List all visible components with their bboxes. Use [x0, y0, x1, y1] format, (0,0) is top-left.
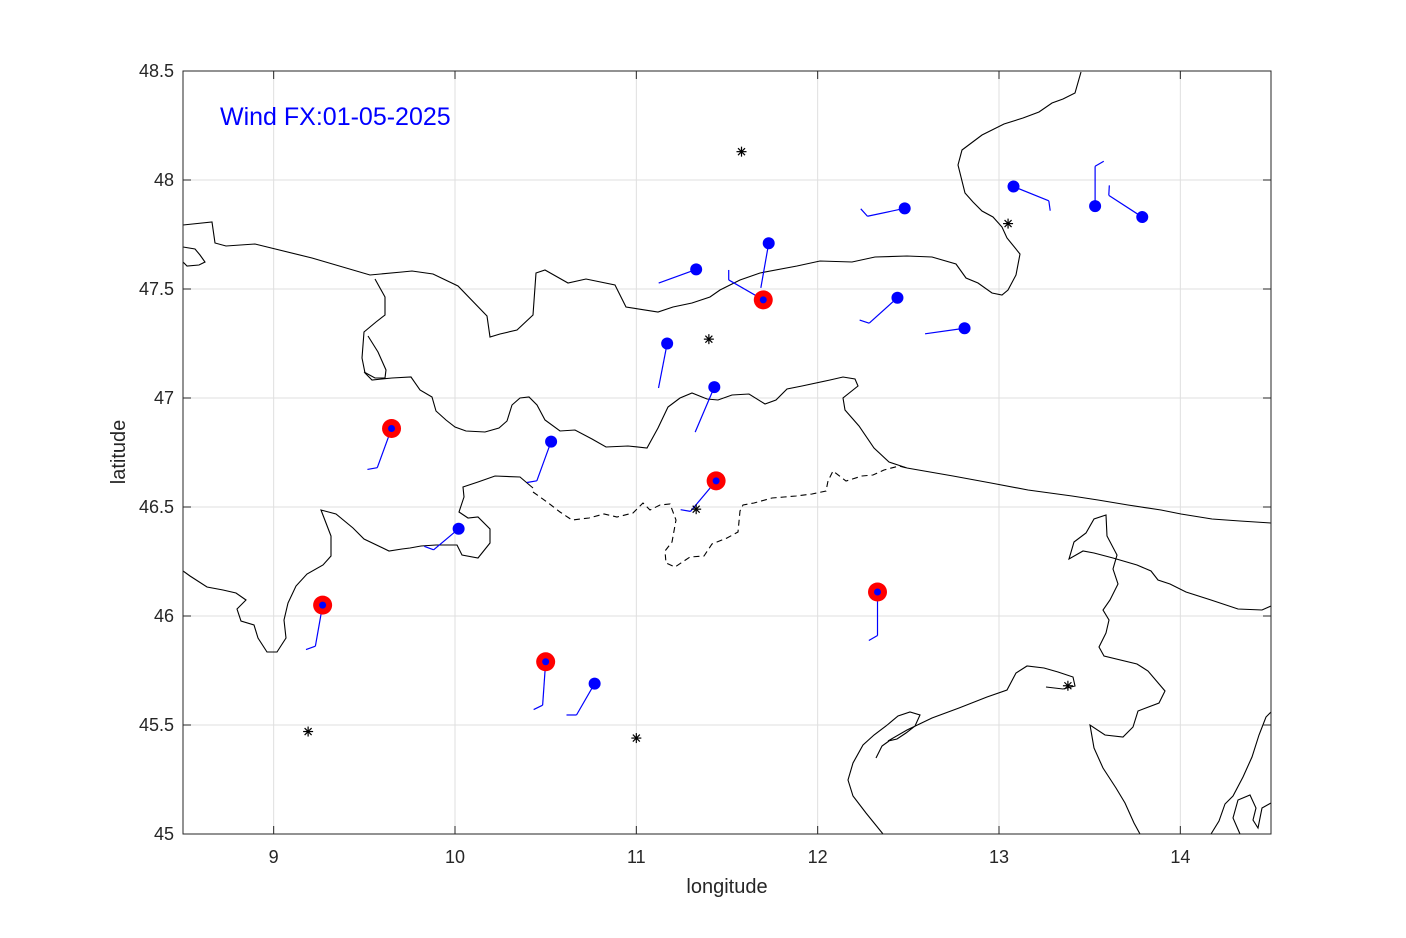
asterisk-marker — [736, 146, 747, 157]
wind-barb-staff — [1108, 194, 1143, 218]
wind-barb-feather — [533, 704, 543, 711]
coast-islands — [1232, 794, 1271, 834]
wind-barb-feather — [859, 319, 870, 324]
plot-frame — [182, 70, 1272, 835]
coast-west-lake — [361, 278, 1271, 524]
y-axis-label: latitude — [108, 420, 130, 485]
coast-inlet — [875, 740, 890, 759]
y-tick-label: 48.5 — [139, 61, 174, 81]
coast-north — [183, 71, 1082, 338]
asterisk-marker — [1062, 680, 1073, 691]
y-tick-label: 46.5 — [139, 497, 174, 517]
x-tick-label: 9 — [269, 847, 279, 867]
wind-barb-feather — [526, 480, 537, 484]
x-tick-label: 12 — [808, 847, 828, 867]
highlight-station-point — [759, 296, 767, 304]
wind-barb-staff — [924, 327, 965, 335]
asterisk-marker — [303, 726, 314, 737]
coast-southeast — [1210, 711, 1271, 834]
wind-barb-staff — [657, 343, 668, 389]
coast-east — [1068, 514, 1271, 834]
wind-barb-staff — [575, 683, 596, 716]
y-tick-label: 48 — [154, 170, 174, 190]
coast-northwest — [183, 246, 206, 267]
coast-central — [183, 475, 534, 653]
highlight-station-point — [874, 588, 882, 596]
wind-barb-feather — [305, 645, 316, 651]
station-point — [1136, 211, 1149, 224]
station-point — [891, 291, 904, 304]
plot-background — [183, 71, 1271, 834]
y-tick-label: 45 — [154, 824, 174, 844]
wind-barb-feather — [1108, 185, 1110, 196]
station-point — [452, 522, 465, 535]
x-tick-label: 10 — [445, 847, 465, 867]
y-tick-label: 47 — [154, 388, 174, 408]
station-point — [898, 202, 911, 215]
station-point — [958, 322, 971, 335]
wind-barb-staff — [867, 207, 905, 217]
asterisk-marker — [691, 504, 702, 515]
map-coastlines — [183, 71, 1271, 834]
station-point — [1007, 180, 1020, 193]
highlight-station-point — [712, 477, 720, 485]
station-point — [545, 435, 558, 448]
wind-barb-staff — [1013, 185, 1050, 202]
x-tick-label: 14 — [1170, 847, 1190, 867]
asterisk-marker — [1003, 218, 1014, 229]
wind-barb-feather — [860, 208, 868, 217]
coast-inner-loop — [363, 335, 387, 379]
axis-ticks: 9 10 11 12 13 14 45 45.5 46 46.5 47 47.5 48 48.5 — [139, 61, 1271, 867]
wind-barb-feather — [367, 467, 378, 471]
y-tick-label: 46 — [154, 606, 174, 626]
station-point — [762, 237, 775, 250]
highlight-station-point — [542, 658, 550, 666]
chart-title: Wind FX:01-05-2025 — [220, 103, 451, 131]
y-tick-label: 47.5 — [139, 279, 174, 299]
wind-barb-feather — [868, 635, 878, 642]
x-tick-label: 11 — [627, 847, 646, 867]
station-point — [1089, 200, 1102, 213]
y-tick-label: 45.5 — [139, 715, 174, 735]
wind-barb-feather — [1048, 200, 1051, 211]
wind-barb-staff — [536, 441, 552, 481]
asterisk-marker — [703, 334, 714, 345]
wind-barb-staff — [658, 268, 697, 284]
wind-barb-feather — [1094, 160, 1105, 167]
station-point — [690, 263, 703, 276]
x-axis-label: longitude — [686, 876, 767, 898]
national-border — [532, 465, 908, 568]
wind-barb-staff — [760, 243, 770, 288]
x-tick-label: 13 — [989, 847, 1009, 867]
asterisk-marker — [631, 733, 642, 744]
wind-barb-feather — [680, 509, 691, 512]
highlight-station-point — [319, 601, 327, 609]
coast-gulf — [847, 665, 1076, 834]
wind-barb-feather — [424, 545, 434, 551]
station-point — [588, 677, 601, 690]
wind-barb-staff — [868, 297, 898, 324]
station-point — [661, 337, 674, 350]
station-markers — [303, 146, 1149, 744]
highlight-station-point — [388, 425, 396, 433]
wind-barb-staff — [694, 386, 715, 433]
station-point — [708, 381, 721, 394]
